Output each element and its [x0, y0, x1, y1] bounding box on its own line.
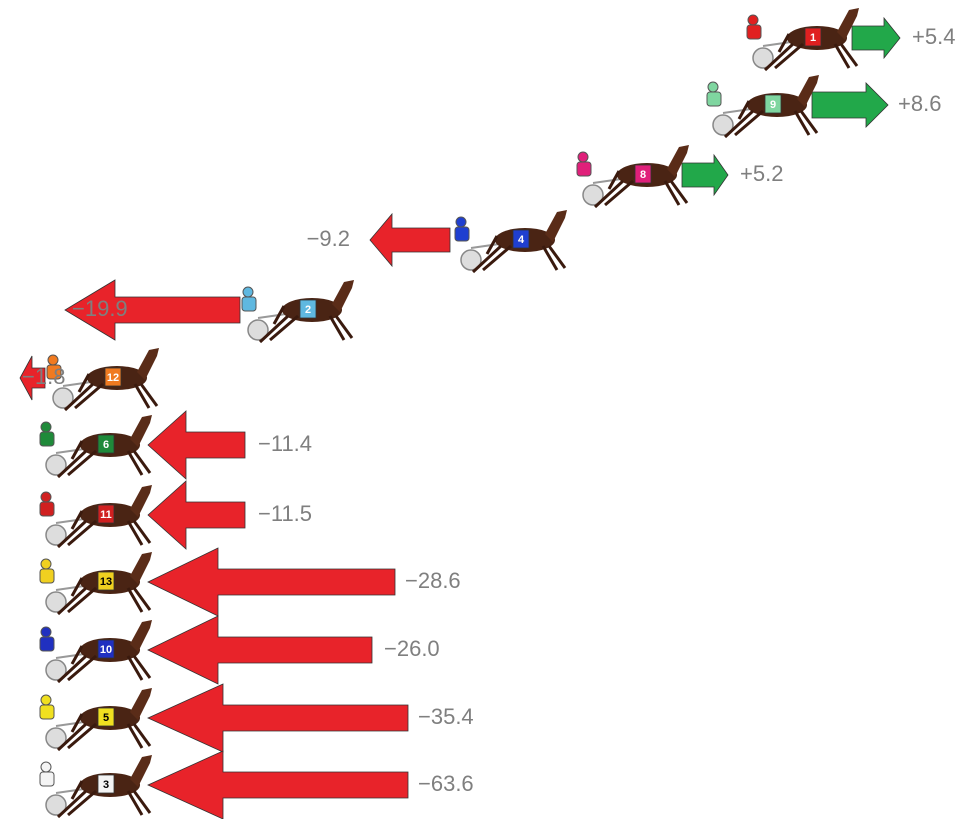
- horse-number: 10: [100, 644, 112, 656]
- page: {"rows": [ {"number": "1", "change": "+5…: [0, 0, 976, 819]
- driver-body: [40, 772, 54, 786]
- horse-number: 9: [770, 99, 776, 111]
- horse-leg: [134, 724, 150, 746]
- horse-row: 3 −63.6: [40, 751, 474, 819]
- driver-body: [577, 162, 591, 176]
- horse-number: 5: [103, 712, 109, 724]
- horse-row: 5 −35.4: [40, 684, 474, 752]
- horse-row: 8 +5.2: [577, 145, 783, 207]
- change-label: −35.4: [418, 704, 474, 729]
- change-label: −1.8: [22, 364, 65, 389]
- horse-number: 2: [305, 304, 311, 316]
- horse-leg: [134, 521, 150, 543]
- horse-neck: [130, 415, 152, 447]
- driver-body: [40, 502, 54, 516]
- change-label: +5.4: [912, 24, 955, 49]
- horse-leg: [134, 656, 150, 678]
- driver-body: [40, 569, 54, 583]
- horse-leg: [336, 316, 352, 338]
- change-arrow: [148, 481, 245, 549]
- change-label: −9.2: [307, 226, 350, 251]
- driver-body: [40, 705, 54, 719]
- driver-head: [41, 422, 51, 432]
- change-arrow: [682, 155, 728, 195]
- horse-number: 3: [103, 779, 109, 791]
- change-arrow: [148, 616, 372, 684]
- driver-body: [747, 25, 761, 39]
- change-label: −11.4: [258, 431, 312, 456]
- driver-head: [41, 695, 51, 705]
- change-arrow: [148, 751, 408, 819]
- change-arrow: [148, 684, 408, 752]
- change-label: −19.9: [72, 296, 128, 321]
- horse-leg: [134, 791, 150, 813]
- horse-neck: [137, 348, 159, 380]
- change-arrow: [812, 83, 888, 127]
- driver-head: [708, 82, 718, 92]
- driver-body: [242, 297, 256, 311]
- horse-neck: [130, 485, 152, 517]
- change-label: −11.5: [258, 501, 312, 526]
- driver-body: [40, 432, 54, 446]
- change-arrow: [852, 18, 900, 58]
- horse-row: 9 +8.6: [707, 75, 941, 137]
- horse-row: 6 −11.4: [40, 411, 312, 479]
- horse-row: 4 −9.2: [307, 210, 567, 272]
- change-label: −26.0: [384, 636, 440, 661]
- horse-number: 12: [107, 372, 119, 384]
- horse-neck: [130, 552, 152, 584]
- horse-number: 4: [518, 234, 525, 246]
- driver-head: [578, 152, 588, 162]
- driver-body: [455, 227, 469, 241]
- change-arrow: [148, 411, 245, 479]
- driver-head: [41, 559, 51, 569]
- horse-leg: [134, 588, 150, 610]
- horse-neck: [130, 620, 152, 652]
- horse-row: 12 −1.8: [20, 348, 159, 410]
- change-label: +5.2: [740, 161, 783, 186]
- horse-leg: [141, 384, 157, 406]
- horse-row: 10 −26.0: [40, 616, 440, 684]
- driver-head: [41, 492, 51, 502]
- horse-leg: [134, 451, 150, 473]
- driver-head: [748, 15, 758, 25]
- horse-row: 1 +5.4: [747, 8, 955, 70]
- horse-number: 6: [103, 439, 109, 451]
- change-label: +8.6: [898, 91, 941, 116]
- horse-leg: [549, 246, 565, 268]
- change-label: −63.6: [418, 771, 474, 796]
- horse-changes: 1 +5.4 9 +8.6 8 +5.2 4 −9.2 2 −19.9 12 −1.8 6 −11.4 11…: [0, 0, 976, 819]
- change-arrow: [370, 214, 450, 266]
- driver-head: [41, 627, 51, 637]
- horse-neck: [332, 280, 354, 312]
- horse-row: 13 −28.6: [40, 548, 461, 616]
- horse-neck: [130, 755, 152, 787]
- driver-head: [41, 762, 51, 772]
- horse-row: 2 −19.9: [65, 280, 354, 342]
- change-arrow: [148, 548, 395, 616]
- horse-neck: [545, 210, 567, 242]
- driver-body: [707, 92, 721, 106]
- driver-body: [40, 637, 54, 651]
- horse-number: 11: [100, 509, 112, 521]
- horse-number: 1: [810, 32, 816, 44]
- horse-number: 13: [100, 576, 112, 588]
- change-label: −28.6: [405, 568, 461, 593]
- driver-head: [456, 217, 466, 227]
- horse-number: 8: [640, 169, 646, 181]
- driver-head: [243, 287, 253, 297]
- horse-neck: [130, 688, 152, 720]
- horse-row: 11 −11.5: [40, 481, 312, 549]
